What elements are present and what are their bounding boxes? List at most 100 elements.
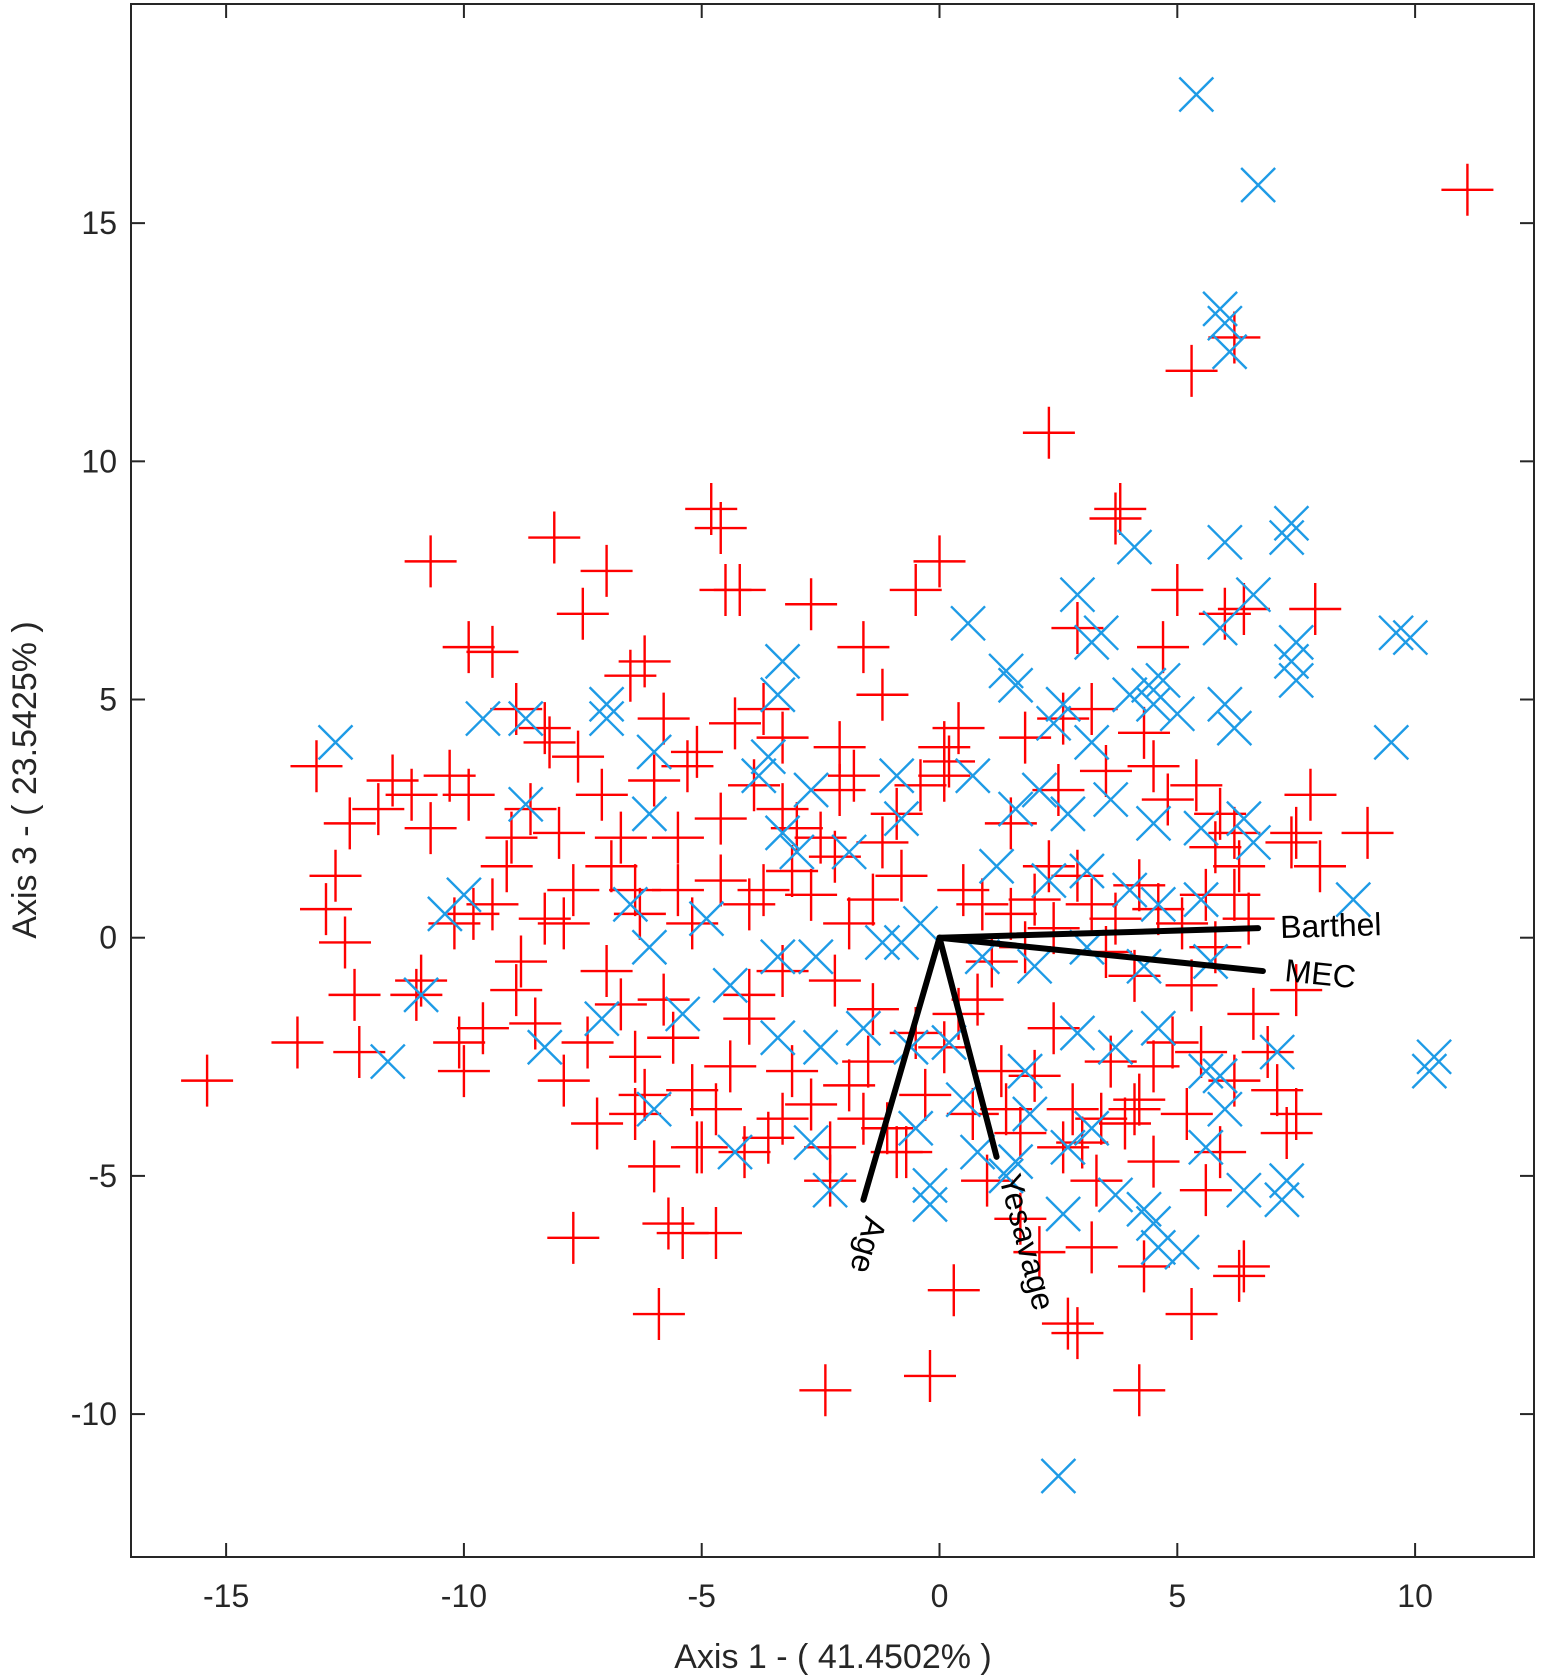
data-point-cross bbox=[1059, 1015, 1096, 1051]
data-point-plus bbox=[1270, 964, 1323, 1017]
data-point-plus bbox=[561, 1016, 614, 1069]
data-point-plus bbox=[1208, 806, 1261, 859]
loading-label: Barthel bbox=[1280, 906, 1382, 945]
data-point-cross bbox=[1116, 529, 1153, 565]
data-point-plus bbox=[1089, 892, 1142, 945]
data-point-plus bbox=[689, 1207, 742, 1260]
data-point-cross bbox=[798, 938, 834, 975]
data-point-plus bbox=[547, 1211, 600, 1264]
data-point-plus bbox=[390, 968, 443, 1021]
data-point-cross bbox=[793, 1124, 829, 1161]
data-point-plus bbox=[984, 797, 1037, 850]
data-point-cross bbox=[1159, 695, 1196, 732]
data-point-cross bbox=[403, 977, 439, 1013]
data-point-plus bbox=[842, 1035, 895, 1088]
data-point-cross bbox=[1207, 686, 1243, 723]
data-point-plus bbox=[537, 1054, 590, 1107]
data-point-plus bbox=[894, 759, 947, 812]
data-point-cross bbox=[1216, 710, 1253, 746]
data-point-plus bbox=[785, 578, 838, 631]
data-point-cross bbox=[612, 886, 649, 923]
data-point-plus bbox=[923, 735, 976, 788]
data-point-plus bbox=[927, 1264, 980, 1317]
data-point-plus bbox=[480, 840, 533, 893]
data-point-plus bbox=[1118, 706, 1171, 759]
data-point-cross bbox=[1073, 724, 1110, 761]
data-point-cross bbox=[1059, 576, 1096, 613]
data-point-cross bbox=[631, 795, 668, 832]
data-point-plus bbox=[785, 868, 838, 921]
data-point-plus bbox=[1198, 587, 1251, 640]
y-tick-label: 0 bbox=[99, 920, 117, 956]
data-point-plus bbox=[670, 725, 723, 778]
data-point-plus bbox=[637, 692, 690, 745]
data-point-plus bbox=[975, 1045, 1028, 1098]
data-point-cross bbox=[1097, 1029, 1134, 1066]
data-point-plus bbox=[647, 1011, 700, 1064]
data-point-cross bbox=[1135, 1205, 1172, 1242]
data-point-plus bbox=[552, 730, 605, 783]
data-point-cross bbox=[1278, 662, 1315, 699]
data-point-plus bbox=[837, 1092, 890, 1145]
data-point-plus bbox=[1008, 1049, 1061, 1102]
data-point-cross bbox=[1092, 781, 1129, 818]
data-point-plus bbox=[808, 830, 861, 883]
data-point-plus bbox=[1127, 1040, 1180, 1093]
data-point-cross bbox=[526, 1029, 563, 1066]
data-point-cross bbox=[1164, 1234, 1200, 1270]
data-point-cross bbox=[1111, 872, 1148, 908]
data-point-cross bbox=[912, 1167, 948, 1204]
plot-frame bbox=[130, 3, 1535, 1558]
data-point-plus bbox=[309, 849, 362, 902]
data-point-plus bbox=[846, 873, 899, 926]
y-tick-label: -5 bbox=[89, 1158, 117, 1194]
data-point-plus bbox=[442, 621, 495, 674]
data-point-plus bbox=[594, 978, 647, 1031]
data-point-plus bbox=[799, 1364, 852, 1417]
data-point-cross bbox=[1050, 1129, 1086, 1166]
data-point-plus bbox=[766, 845, 819, 898]
data-point-plus bbox=[823, 897, 876, 950]
data-point-plus bbox=[1208, 311, 1261, 364]
data-point-cross bbox=[588, 700, 625, 737]
data-point-plus bbox=[1265, 816, 1318, 869]
data-point-plus bbox=[299, 883, 352, 936]
data-point-plus bbox=[1156, 897, 1209, 950]
data-point-cross bbox=[1335, 881, 1372, 918]
data-point-plus bbox=[580, 945, 633, 998]
data-point-cross bbox=[1050, 795, 1086, 832]
data-point-cross bbox=[636, 1091, 673, 1128]
data-point-cross bbox=[1378, 614, 1414, 651]
data-point-plus bbox=[813, 764, 866, 817]
data-point-cross bbox=[1031, 862, 1067, 899]
data-point-plus bbox=[1137, 621, 1190, 674]
loading-vector-age bbox=[860, 934, 943, 1203]
data-point-plus bbox=[903, 1349, 956, 1402]
x-tick-label: -15 bbox=[203, 1578, 249, 1614]
data-point-plus bbox=[494, 935, 547, 988]
data-point-cross bbox=[369, 1043, 406, 1080]
data-point-cross bbox=[1111, 676, 1148, 713]
data-point-plus bbox=[395, 954, 448, 1007]
data-point-plus bbox=[1118, 1240, 1171, 1293]
axis-ticks: -15 -10 -5 0 5 10 -10 -5 0 5 10 15 bbox=[71, 4, 1534, 1614]
data-point-plus bbox=[618, 635, 671, 688]
data-point-plus bbox=[1113, 1364, 1166, 1417]
data-point-plus bbox=[533, 806, 586, 859]
data-point-plus bbox=[1037, 1121, 1090, 1174]
data-point-plus bbox=[575, 768, 628, 821]
data-point-plus bbox=[1175, 1026, 1228, 1079]
data-point-plus bbox=[1170, 759, 1223, 812]
data-point-plus bbox=[319, 916, 372, 969]
data-point-cross bbox=[1235, 824, 1272, 861]
data-point-cross bbox=[712, 967, 749, 1004]
data-point-plus bbox=[404, 802, 457, 855]
data-point-cross bbox=[317, 724, 354, 761]
data-point-plus bbox=[1293, 840, 1346, 893]
data-point-plus bbox=[490, 964, 543, 1017]
data-point-plus bbox=[437, 1045, 490, 1098]
data-point-plus bbox=[1208, 868, 1261, 921]
data-point-plus bbox=[737, 864, 790, 917]
data-point-cross bbox=[793, 772, 829, 808]
data-point-plus bbox=[1098, 1097, 1151, 1150]
